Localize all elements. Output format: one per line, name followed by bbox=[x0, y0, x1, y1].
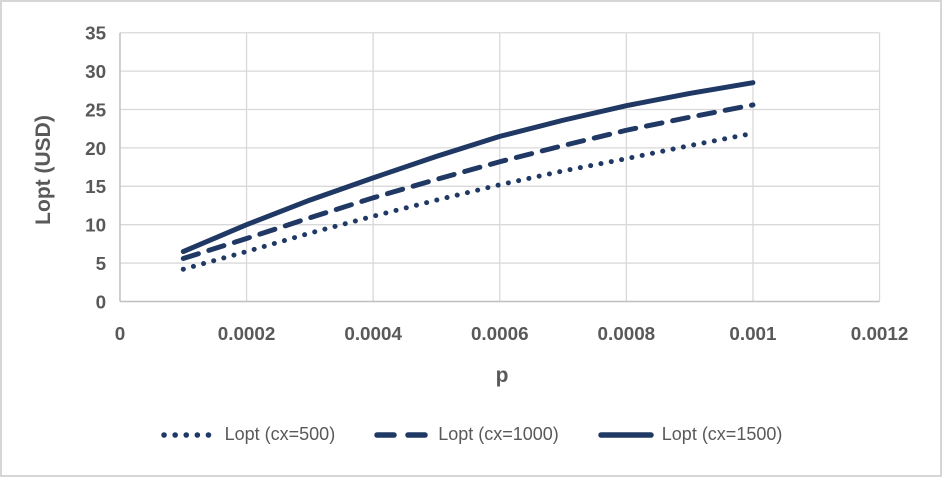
y-tick-label: 0 bbox=[96, 291, 106, 312]
legend-item: Lopt (cx=1500) bbox=[597, 424, 783, 445]
x-tick-label: 0.0004 bbox=[344, 323, 402, 344]
legend-item: Lopt (cx=500) bbox=[160, 424, 336, 445]
x-axis-title: p bbox=[495, 364, 509, 387]
y-tick-label: 20 bbox=[85, 138, 106, 159]
y-tick-label: 10 bbox=[85, 215, 106, 236]
legend-marker-solid-icon bbox=[598, 431, 654, 438]
legend-marker-dotted-icon bbox=[160, 431, 217, 438]
y-tick-label: 30 bbox=[85, 61, 106, 82]
x-tick-label: 0.0008 bbox=[598, 323, 656, 344]
x-tick-label: 0 bbox=[115, 323, 125, 344]
chart-legend: Lopt (cx=500) Lopt (cx=1000) Lopt (cx=1500… bbox=[2, 424, 940, 445]
y-tick-label: 5 bbox=[96, 253, 106, 274]
series-line-dashed bbox=[180, 102, 756, 261]
x-tick-label: 0.0002 bbox=[218, 323, 276, 344]
x-tick-label: 0.0012 bbox=[851, 323, 909, 344]
y-tick-label: 25 bbox=[85, 99, 106, 120]
legend-label: Lopt (cx=500) bbox=[224, 424, 336, 444]
y-axis-title: Lopt (USD) bbox=[32, 115, 55, 225]
legend-label: Lopt (cx=1000) bbox=[438, 424, 559, 444]
gridlines bbox=[119, 32, 881, 302]
legend-label: Lopt (cx=1500) bbox=[661, 424, 783, 444]
x-tick-label: 0.001 bbox=[729, 323, 776, 344]
y-tick-label: 35 bbox=[85, 23, 106, 44]
series-line-solid bbox=[180, 80, 756, 255]
y-tick-label: 15 bbox=[85, 176, 106, 197]
legend-marker-dashed-icon bbox=[374, 431, 430, 438]
legend-item: Lopt (cx=1000) bbox=[373, 424, 559, 445]
x-tick-label: 0.0006 bbox=[471, 323, 529, 344]
series-line-dotted bbox=[180, 130, 756, 272]
